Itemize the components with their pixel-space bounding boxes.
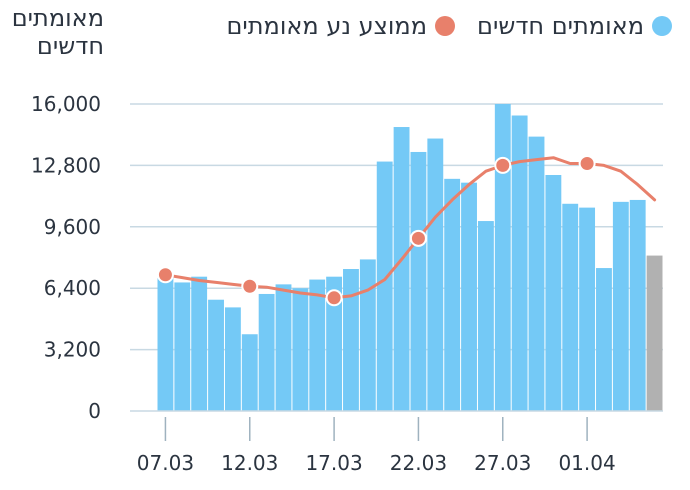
x-tick-label: 17.03 — [305, 451, 362, 475]
bar[interactable] — [393, 127, 410, 412]
bar-partial[interactable] — [646, 255, 663, 411]
bar[interactable] — [494, 104, 511, 411]
bar[interactable] — [528, 136, 545, 411]
x-tick-label: 01.04 — [558, 451, 615, 475]
tick-labels: 0 3,200 6,400 9,600 12,800 16,000 07.03 12.03 17… — [31, 92, 616, 475]
x-tick-label: 12.03 — [221, 451, 278, 475]
moving-average-point[interactable] — [494, 156, 512, 174]
bar[interactable] — [410, 151, 427, 411]
bar[interactable] — [427, 138, 444, 411]
y-axis-title-line-2: חדשים — [36, 32, 104, 60]
bar[interactable] — [579, 207, 596, 411]
bar[interactable] — [444, 178, 461, 411]
legend-label-new-cases: מאומתים חדשים — [477, 12, 644, 40]
x-tick-label: 22.03 — [390, 451, 447, 475]
bar[interactable] — [292, 288, 309, 411]
bar[interactable] — [545, 174, 562, 411]
y-tick-label: 0 — [88, 399, 101, 423]
moving-average-point[interactable] — [578, 154, 596, 172]
bar[interactable] — [359, 259, 376, 411]
legend-label-moving-average: ממוצע נע מאומתים — [226, 12, 428, 40]
bar[interactable] — [275, 284, 292, 411]
y-axis-title: מאומתים חדשים — [4, 4, 104, 60]
x-tick-label: 27.03 — [474, 451, 531, 475]
bar[interactable] — [224, 307, 241, 411]
y-tick-label: 6,400 — [44, 276, 101, 300]
bar[interactable] — [596, 268, 612, 411]
bar[interactable] — [511, 115, 528, 411]
bar[interactable] — [174, 282, 191, 411]
bar[interactable] — [376, 161, 393, 411]
bar[interactable] — [191, 276, 208, 411]
axes — [130, 410, 663, 441]
moving-average-point[interactable] — [156, 266, 174, 284]
bar[interactable] — [258, 293, 275, 411]
moving-average-line-group — [156, 154, 657, 307]
legend-marker-new-cases — [652, 16, 672, 36]
y-tick-label: 9,600 — [44, 215, 101, 239]
legend: מאומתים חדשים ממוצע נע מאומתים — [226, 12, 672, 40]
bar[interactable] — [343, 269, 359, 411]
moving-average-point[interactable] — [409, 229, 427, 247]
y-axis-title-line-1: מאומתים — [11, 4, 104, 32]
moving-average-point[interactable] — [325, 289, 343, 307]
bar[interactable] — [461, 182, 477, 411]
bar[interactable] — [309, 279, 326, 411]
bar[interactable] — [562, 203, 579, 411]
bar[interactable] — [629, 199, 646, 411]
bar[interactable] — [241, 334, 258, 411]
bar[interactable] — [326, 276, 343, 411]
bar[interactable] — [477, 221, 494, 411]
y-tick-label: 12,800 — [31, 153, 101, 177]
y-tick-label: 16,000 — [31, 92, 101, 116]
y-tick-label: 3,200 — [44, 338, 101, 362]
x-tick-label: 07.03 — [137, 451, 194, 475]
bar[interactable] — [157, 276, 174, 411]
legend-item-moving-average[interactable]: ממוצע נע מאומתים — [226, 12, 456, 40]
bars — [157, 104, 663, 412]
bar[interactable] — [208, 299, 224, 411]
legend-item-new-cases[interactable]: מאומתים חדשים — [477, 12, 672, 40]
legend-marker-moving-average — [435, 16, 456, 36]
bar[interactable] — [612, 201, 629, 411]
moving-average-point[interactable] — [241, 277, 259, 295]
